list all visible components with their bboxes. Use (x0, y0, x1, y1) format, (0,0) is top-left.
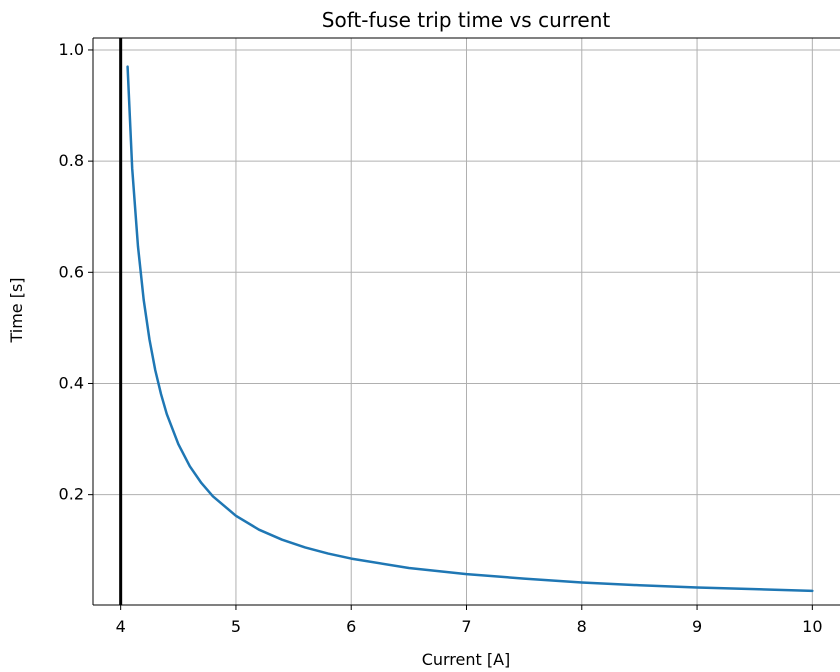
y-tick-label: 0.8 (59, 151, 84, 170)
y-tick-label: 0.4 (59, 373, 84, 392)
chart-title: Soft-fuse trip time vs current (322, 8, 611, 32)
x-tick-label: 7 (461, 617, 471, 636)
x-tick-label: 9 (692, 617, 702, 636)
x-tick-label: 8 (577, 617, 587, 636)
x-ticks: 4 5 6 7 8 9 10 (116, 605, 823, 636)
y-grid-lines (93, 49, 840, 496)
x-tick-label: 10 (802, 617, 822, 636)
y-tick-label: 1.0 (59, 40, 84, 59)
x-tick-label: 4 (116, 617, 126, 636)
y-tick-label: 0.2 (59, 485, 84, 504)
trip-time-series-line (126, 65, 814, 593)
y-axis-label: Time [s] (7, 277, 26, 343)
y-tick-label: 0.6 (59, 262, 84, 281)
x-tick-label: 6 (346, 617, 356, 636)
x-axis-label: Current [A] (422, 650, 511, 669)
y-ticks: 0.2 0.4 0.6 0.8 1.0 (59, 40, 93, 504)
x-tick-label: 5 (231, 617, 241, 636)
